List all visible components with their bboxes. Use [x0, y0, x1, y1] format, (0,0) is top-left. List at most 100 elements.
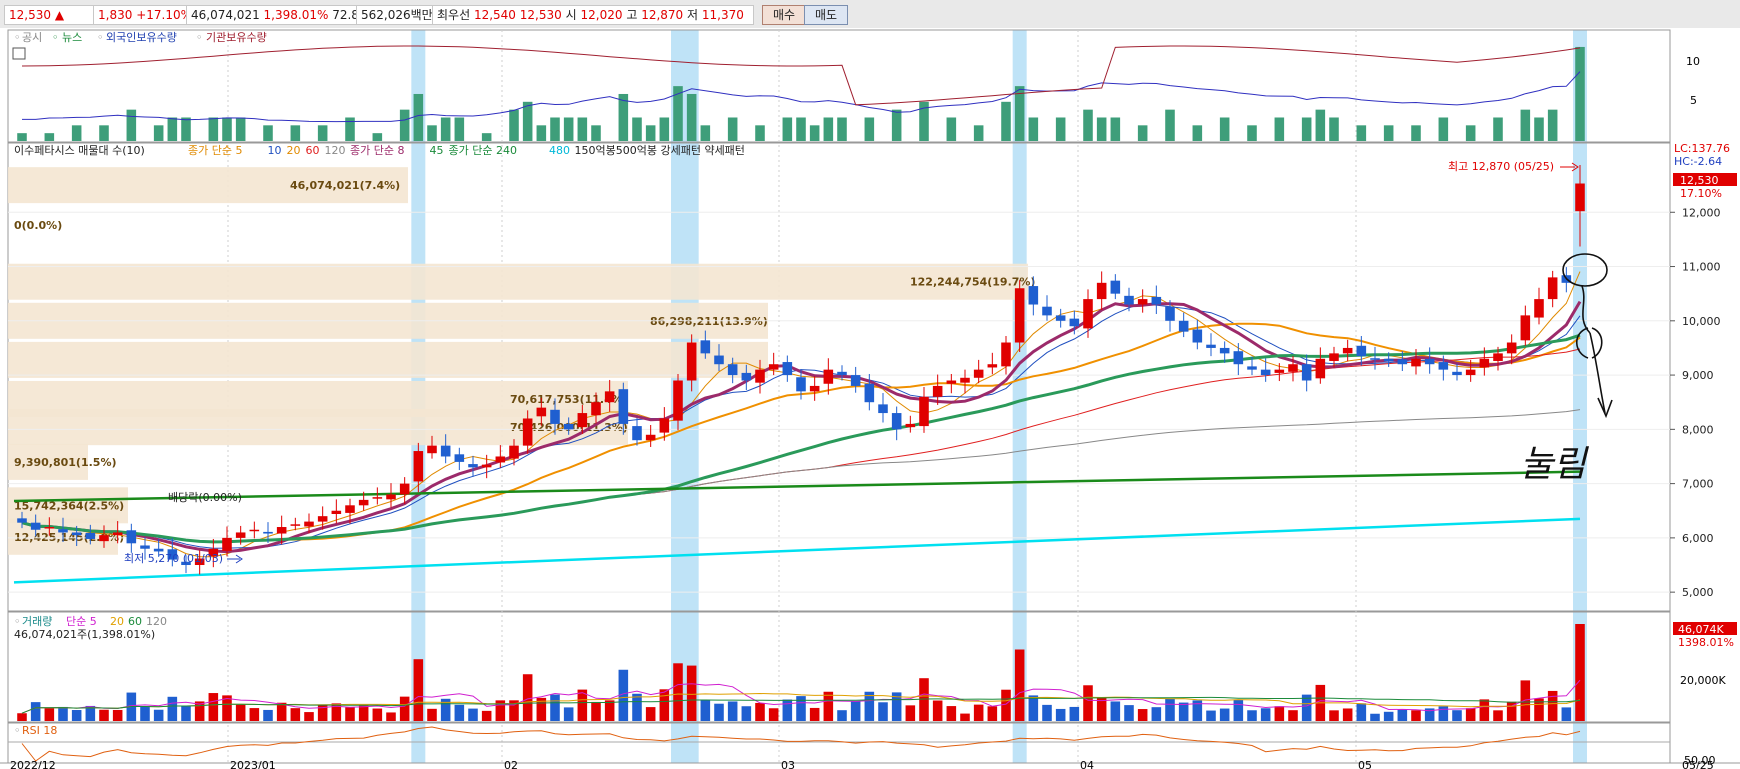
candle: [249, 521, 260, 539]
buy-button[interactable]: 매수: [762, 5, 806, 25]
candle-body: [495, 456, 506, 463]
sell-button[interactable]: 매도: [804, 5, 848, 25]
volume-profile-label: 46,074,021(7.4%): [290, 179, 400, 192]
news-bar: [1096, 117, 1107, 141]
candle-body: [99, 535, 109, 542]
candle-body: [645, 434, 656, 441]
candle-body: [440, 445, 451, 457]
volume-bar: [85, 705, 96, 721]
volume-bar: [591, 701, 601, 721]
volume-profile-label: 0(0.0%): [14, 219, 62, 232]
candle-body: [1083, 299, 1093, 329]
high-label: 고: [626, 8, 638, 22]
candle: [304, 513, 314, 534]
volume-bar: [550, 694, 560, 721]
candle: [1288, 356, 1298, 382]
price-tick-label: 5,000: [1682, 586, 1714, 599]
news-bar: [99, 125, 109, 141]
volume-bar: [714, 703, 724, 721]
candle: [140, 537, 150, 560]
svg-text:◦: ◦: [14, 724, 21, 737]
volume-bar: [399, 696, 410, 721]
news-bar: [399, 109, 410, 141]
candle-body: [290, 524, 301, 526]
volume-bar: [1520, 680, 1531, 721]
low-label: 저: [687, 8, 699, 22]
x-label-05-25: 05/25: [1682, 759, 1714, 769]
candle-body: [1520, 315, 1531, 341]
candle: [1137, 289, 1148, 313]
candle: [1465, 359, 1476, 382]
news-bar: [686, 93, 697, 141]
news-legend: ◦ 공시 ◦ 뉴스 ◦ 외국인보유수량 ◦ 기관보유수량: [14, 31, 267, 44]
candle: [454, 447, 465, 471]
candle: [768, 352, 779, 376]
best-ask: 12,540: [473, 8, 516, 22]
candle: [973, 359, 984, 384]
news-bar: [1465, 125, 1476, 141]
candle-body: [1042, 306, 1052, 316]
price-legend-item: 20: [287, 144, 301, 157]
volume-profile-band: [8, 443, 88, 480]
news-bar: [1356, 125, 1367, 141]
price-tick-label: 10,000: [1682, 315, 1721, 328]
news-bar: [755, 125, 765, 141]
volume-bar: [563, 707, 574, 721]
candle-body: [1192, 329, 1203, 343]
handwriting-annotation: [1562, 253, 1613, 419]
volume-profile-band: [8, 341, 768, 378]
candle: [550, 398, 560, 435]
candle-body: [1137, 299, 1148, 305]
volume-bar: [645, 707, 656, 721]
x-label-05: 05: [1358, 759, 1372, 769]
news-bar: [1137, 125, 1148, 141]
volume-bar: [276, 702, 287, 721]
highlight-column: [1012, 30, 1027, 763]
stock-chart[interactable]: ◦ 공시 ◦ 뉴스 ◦ 외국인보유수량 ◦ 기관보유수량 10 5 46,074…: [0, 28, 1740, 769]
price-legend-item: 150억봉500억봉 강세패턴 약세패턴: [575, 143, 745, 157]
candle-body: [850, 375, 861, 386]
volume-bar: [249, 708, 260, 721]
volume-bar: [522, 674, 533, 721]
volume-profile-band: [8, 487, 128, 524]
news-bar: [577, 117, 588, 141]
candle: [85, 524, 96, 545]
candle: [235, 525, 246, 545]
news-bar: [1411, 125, 1421, 141]
volume-info: 46,074,021 1,398.01% 72.85%: [186, 5, 378, 25]
grid-toggle-icon[interactable]: [12, 47, 26, 60]
low-marker-label: 최저 5,270 (01/03): [124, 552, 223, 565]
candle-body: [905, 423, 916, 428]
candle: [1001, 336, 1011, 375]
volume-bar: [1465, 708, 1476, 721]
candle: [208, 538, 219, 568]
volume-bar: [30, 702, 41, 721]
candle: [1452, 363, 1462, 381]
price-box: 최우선 12,540 12,530 시 12,020 고 12,870 저 11…: [432, 5, 754, 25]
candle: [509, 439, 519, 466]
candle: [1383, 352, 1394, 367]
news-bar: [864, 117, 875, 141]
candle: [741, 364, 752, 390]
candle: [850, 366, 861, 393]
candles[interactable]: [17, 165, 1585, 575]
news-bar: [618, 93, 629, 141]
candle: [1151, 285, 1162, 315]
candle: [71, 525, 82, 547]
candle: [290, 517, 301, 531]
candle: [481, 454, 492, 479]
candle-body: [673, 380, 683, 421]
volume-bar: [44, 708, 55, 721]
news-bar: [345, 117, 355, 141]
news-bar: [1055, 117, 1066, 141]
volume-bar: [413, 659, 424, 721]
candle-body: [1165, 306, 1175, 321]
volume-profile-label: 122,244,754(19.7%): [910, 276, 1035, 289]
highlight-columns: [411, 30, 1587, 763]
volume-bar: [1069, 706, 1080, 721]
candle: [1110, 274, 1121, 300]
candle: [58, 517, 68, 542]
volume-tag-text: 46,074K: [1678, 623, 1724, 636]
volume-bar: [1452, 710, 1462, 721]
candle: [276, 515, 287, 545]
